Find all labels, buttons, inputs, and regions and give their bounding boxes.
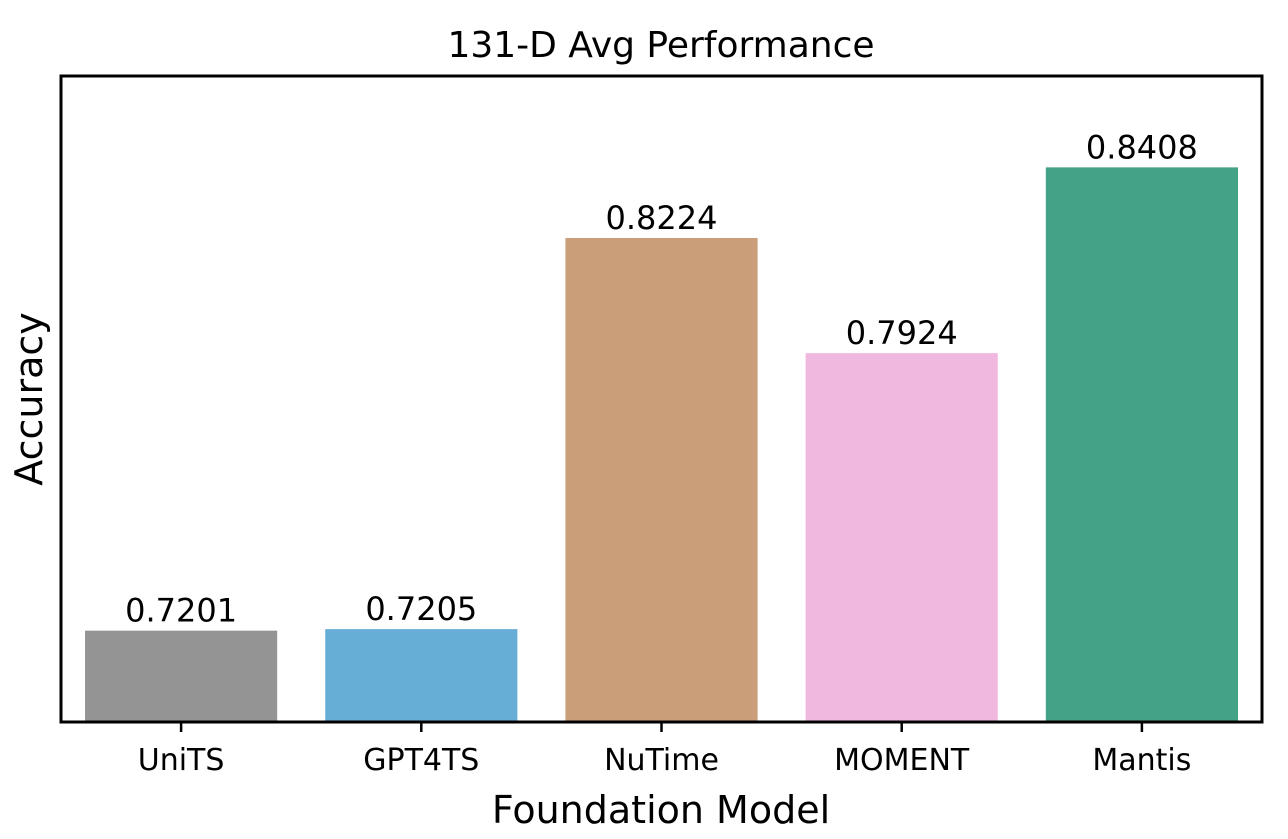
y-axis-label: Accuracy: [7, 312, 51, 486]
chart-title: 131-D Avg Performance: [447, 25, 874, 66]
x-axis-label: Foundation Model: [492, 788, 830, 832]
value-label-nutime: 0.8224: [606, 199, 718, 237]
x-tick-label-mantis: Mantis: [1092, 743, 1191, 778]
x-tick-label-gpt4ts: GPT4TS: [363, 743, 479, 778]
value-label-mantis: 0.8408: [1086, 128, 1198, 166]
x-tick-label-units: UniTS: [138, 743, 225, 778]
bar-units: [85, 630, 278, 722]
plot-frame: [59, 74, 1264, 724]
x-ticks-group: UniTS GPT4TS NuTime MOMENT Mantis: [138, 722, 1191, 778]
bar-nutime: [565, 237, 758, 722]
bars-group: [85, 167, 1238, 723]
bar-gpt4ts: [325, 629, 518, 722]
value-label-units: 0.7201: [125, 592, 237, 630]
bar-mantis: [1045, 167, 1238, 723]
value-labels-group: 0.7201 0.7205 0.8224 0.7924 0.8408: [125, 128, 1198, 629]
x-tick-label-moment: MOMENT: [834, 743, 970, 778]
value-label-gpt4ts: 0.7205: [365, 590, 477, 628]
value-label-moment: 0.7924: [846, 314, 958, 352]
x-tick-label-nutime: NuTime: [604, 743, 719, 778]
bar-moment: [805, 353, 998, 722]
